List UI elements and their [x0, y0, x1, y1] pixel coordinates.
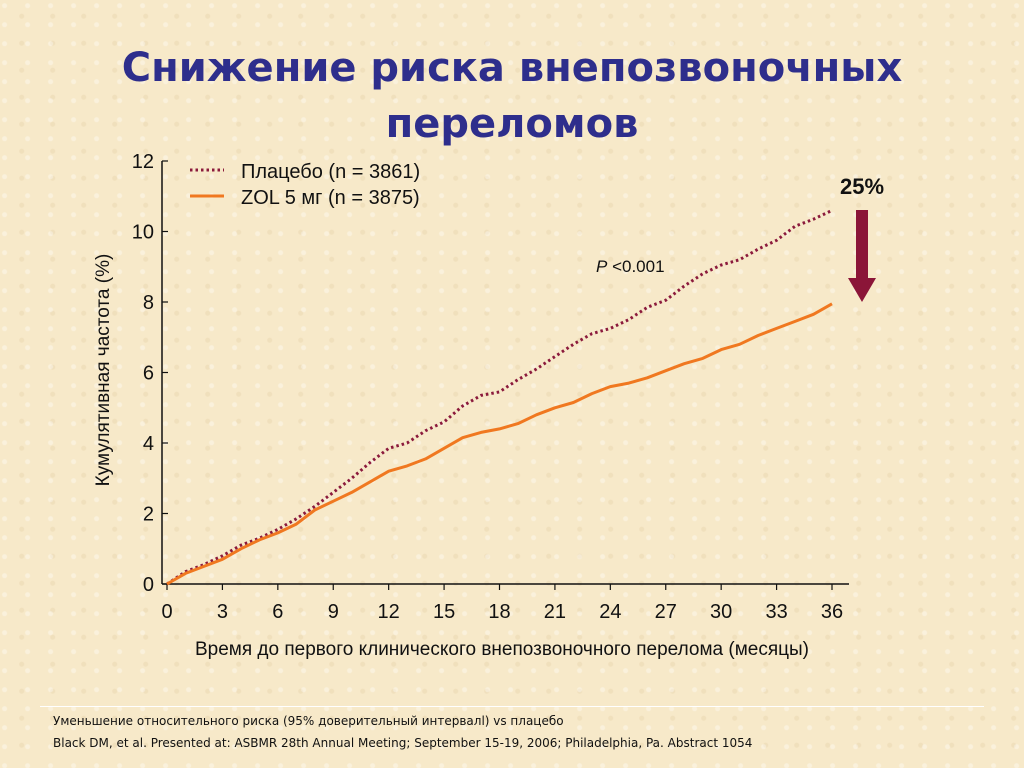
x-tick-label: 15 [433, 601, 455, 623]
x-tick-label: 30 [710, 601, 732, 623]
x-tick-label: 12 [378, 601, 400, 623]
x-tick-label: 36 [821, 601, 843, 623]
chart-series [166, 209, 833, 586]
chart-axes [161, 161, 849, 585]
x-tick-label: 3 [217, 601, 228, 623]
legend-placebo-label: Плацебо (n = 3861) [241, 161, 420, 183]
y-tick-label: 2 [143, 504, 154, 526]
chart-legend: Плацебо (n = 3861) ZOL 5 мг (n = 3875) [190, 161, 420, 209]
y-tick-label: 0 [143, 574, 154, 596]
y-tick-label: 4 [143, 433, 154, 455]
x-tick-label: 18 [488, 601, 510, 623]
y-tick-label: 6 [143, 363, 154, 385]
series-line-placebo [166, 209, 833, 586]
footnote-risk-reduction: Уменьшение относительного риска (95% дов… [53, 714, 564, 728]
x-tick-label: 0 [161, 601, 172, 623]
x-tick-label: 6 [272, 601, 283, 623]
p-value-annotation: P <0.001 [596, 257, 665, 276]
down-arrow-icon [848, 210, 876, 302]
series-line-zol [166, 302, 833, 586]
x-tick-label: 9 [328, 601, 339, 623]
x-tick-label: 33 [765, 601, 787, 623]
x-tick-label: 24 [599, 601, 621, 623]
footer-divider [40, 706, 984, 707]
footnote-citation: Black DM, et al. Presented at: ASBMR 28t… [53, 736, 753, 750]
x-tick-label: 21 [544, 601, 566, 623]
y-axis-label: Кумулятивная частота (%) [93, 254, 114, 487]
x-tick-label: 27 [655, 601, 677, 623]
y-tick-label: 10 [132, 222, 154, 244]
risk-reduction-label: 25% [840, 174, 884, 199]
y-tick-label: 12 [132, 151, 154, 173]
slide-title: Снижение риска внепозвоночных переломов [121, 45, 903, 147]
y-tick-label: 8 [143, 292, 154, 314]
legend-zol-label: ZOL 5 мг (n = 3875) [241, 187, 420, 209]
x-axis-label: Время до первого клинического внепозвоно… [195, 639, 809, 660]
